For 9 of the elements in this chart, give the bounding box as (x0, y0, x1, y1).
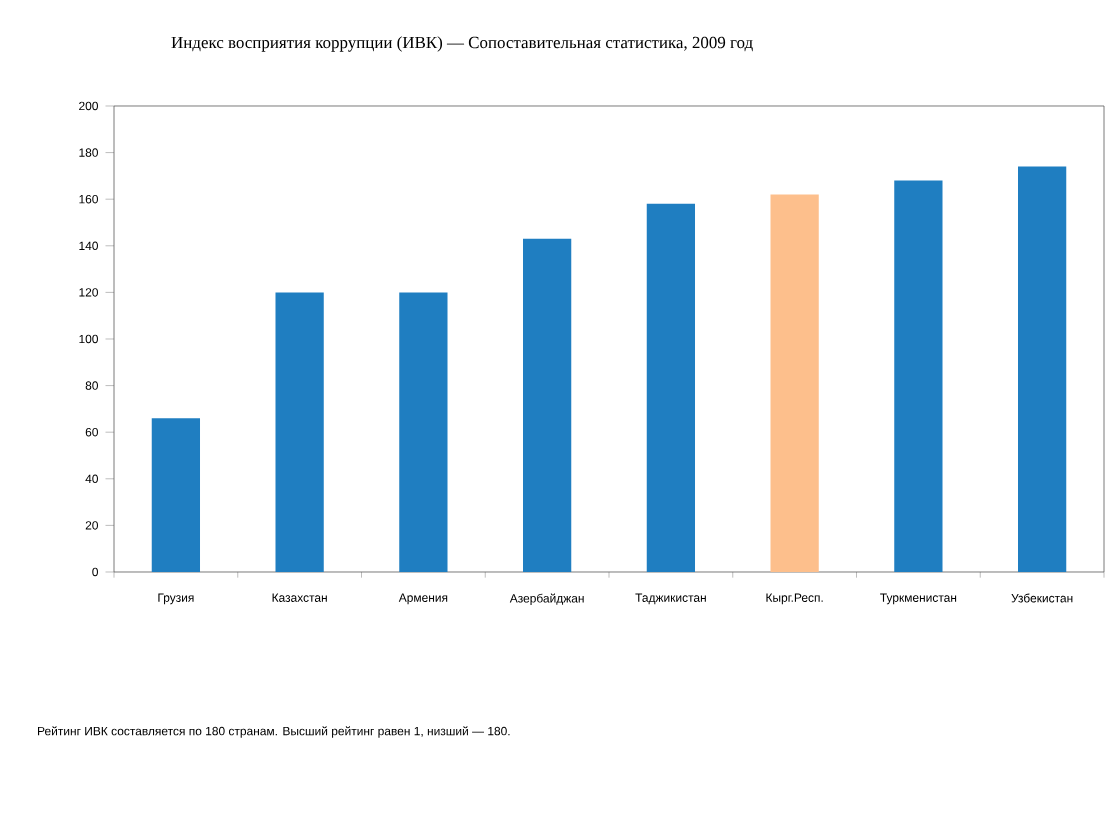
bar (523, 238, 572, 572)
bar (399, 292, 448, 572)
bar (275, 292, 324, 572)
bar (151, 418, 201, 572)
bar (1018, 166, 1067, 572)
bar (646, 203, 696, 572)
bar (770, 194, 819, 572)
chart-title: Индекс восприятия коррупции (ИВК) — Сопоставительная статистика, 2009 год (171, 36, 753, 52)
bar (894, 180, 943, 572)
